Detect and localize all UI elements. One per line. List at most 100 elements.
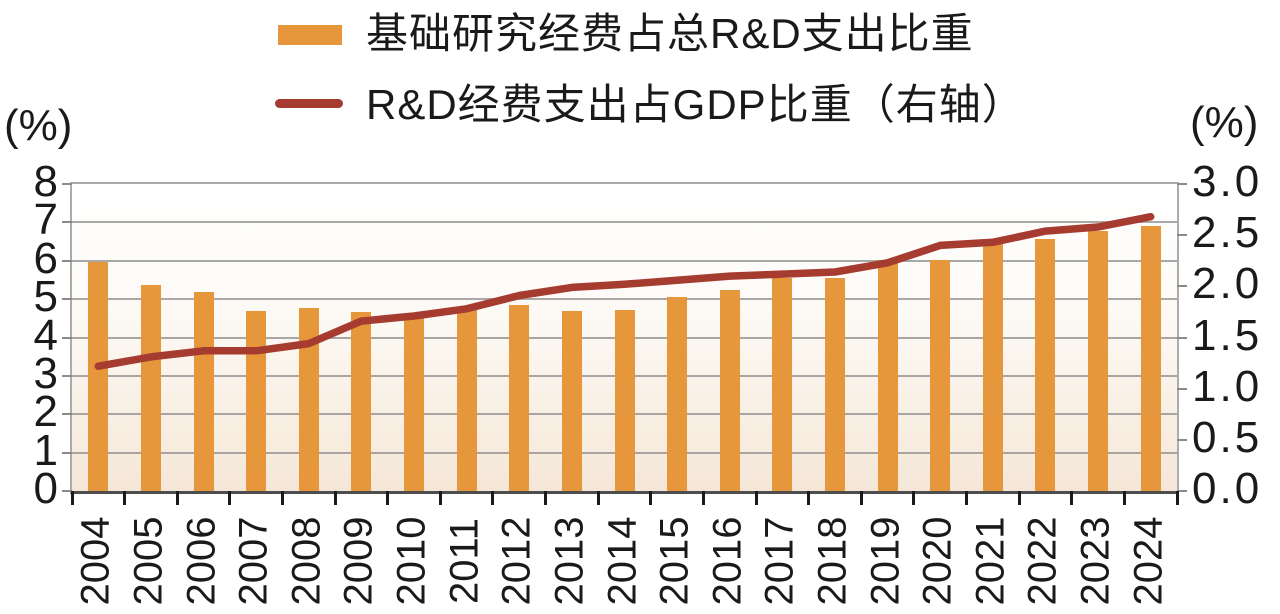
x-axis-label-2014: 2014 — [600, 516, 644, 606]
bar-2006 — [193, 291, 214, 491]
x-axis-label-2009: 2009 — [336, 516, 381, 606]
x-axis-tick-mark — [70, 491, 74, 505]
left-axis-tick-mark-1 — [62, 451, 72, 454]
bar-2008 — [298, 307, 319, 491]
right-axis-tick-label-0.5: 0.5 — [1192, 412, 1263, 462]
right-axis-tick-label-1.5: 1.5 — [1192, 310, 1263, 360]
x-axis-label-2018: 2018 — [810, 516, 855, 606]
bar-2015 — [667, 297, 688, 491]
x-axis-tick-mark — [491, 491, 495, 505]
bar-2014 — [614, 310, 635, 491]
x-axis-tick-mark — [1070, 491, 1074, 505]
x-axis-label-2011: 2011 — [442, 517, 487, 605]
x-axis-tick-mark — [859, 491, 863, 505]
x-axis-tick-mark — [544, 491, 548, 505]
x-axis-label-2008: 2008 — [284, 516, 329, 606]
left-axis-tick-mark-7 — [62, 221, 72, 224]
left-axis-tick-label-8: 8 — [33, 157, 58, 206]
x-axis-label-2017: 2017 — [757, 516, 802, 606]
x-axis-tick-mark — [333, 491, 337, 505]
x-axis-label-2024: 2024 — [1126, 516, 1171, 606]
x-axis-label-2016: 2016 — [705, 516, 750, 606]
bar-2016 — [719, 289, 740, 491]
plot-area — [62, 182, 1187, 505]
x-axis-tick-mark — [701, 491, 705, 505]
bar-2017 — [772, 278, 793, 491]
bar-2021 — [982, 241, 1003, 491]
left-axis-tick-label-2: 2 — [33, 387, 58, 437]
x-axis-tick-mark — [912, 491, 916, 505]
right-axis-tick-mark-3.0 — [1177, 183, 1187, 185]
trend-line-path — [94, 212, 1155, 370]
x-axis-tick-mark — [596, 491, 600, 505]
x-axis-label-2012: 2012 — [494, 516, 539, 606]
x-axis-tick-mark — [1175, 491, 1179, 505]
x-axis-tick-mark — [123, 491, 127, 505]
x-axis-tick-mark — [754, 491, 758, 505]
right-axis-tick-label-2.0: 2.0 — [1192, 259, 1263, 309]
x-axis-label-2019: 2019 — [863, 516, 908, 606]
left-axis-tick-label-0: 0 — [33, 464, 58, 513]
legend-label-line: R&D经费支出占GDP比重（右轴） — [366, 81, 1025, 128]
x-axis-label-2021: 2021 — [968, 516, 1013, 606]
left-axis-tick-mark-8 — [62, 183, 72, 185]
left-axis-tick-mark-2 — [62, 413, 72, 416]
x-axis-tick-mark — [649, 491, 653, 505]
right-axis-tick-mark-0.0 — [1177, 490, 1187, 492]
x-axis-tick-mark — [1122, 491, 1126, 505]
gridline-5 — [72, 298, 1177, 301]
left-axis-unit-label: (%) — [4, 101, 73, 150]
left-axis-tick-label-7: 7 — [33, 195, 58, 245]
left-axis-tick-mark-5 — [62, 298, 72, 301]
gridline-6 — [72, 259, 1177, 262]
bar-2013 — [561, 311, 582, 491]
right-axis-tick-mark-2.0 — [1177, 285, 1187, 288]
bar-2018 — [824, 278, 845, 491]
left-axis-tick-label-4: 4 — [33, 310, 58, 360]
x-axis-label-2020: 2020 — [915, 516, 960, 606]
x-axis-label-2007: 2007 — [231, 516, 276, 606]
bar-2023 — [1088, 231, 1109, 491]
bar-2024 — [1140, 225, 1161, 491]
legend-bar-swatch — [278, 25, 342, 45]
legend-label-bars: 基础研究经费占总R&D支出比重 — [366, 10, 974, 57]
left-axis-tick-label-6: 6 — [33, 233, 58, 283]
x-axis-tick-mark — [965, 491, 969, 505]
left-axis-tick-mark-3 — [62, 374, 72, 377]
x-axis-label-2010: 2010 — [389, 516, 434, 606]
right-axis-tick-label-3.0: 3.0 — [1192, 157, 1263, 206]
x-axis-tick-mark — [807, 491, 811, 505]
right-axis-tick-mark-0.5 — [1177, 438, 1187, 441]
left-axis-tick-mark-0 — [62, 490, 72, 492]
x-axis-tick-mark — [1017, 491, 1021, 505]
x-axis-tick-mark — [228, 491, 232, 505]
x-axis-label-2023: 2023 — [1073, 516, 1118, 606]
x-axis-tick-mark — [280, 491, 284, 505]
bar-2009 — [351, 312, 372, 491]
right-axis-tick-label-2.5: 2.5 — [1192, 208, 1263, 258]
bar-2020 — [930, 260, 951, 491]
legend-line-swatch — [275, 99, 343, 108]
left-axis-tick-label-5: 5 — [33, 272, 58, 322]
bar-2012 — [509, 305, 530, 491]
left-axis-tick-mark-4 — [62, 336, 72, 339]
bar-2005 — [140, 285, 161, 491]
bar-2007 — [246, 310, 267, 491]
x-axis-label-2015: 2015 — [652, 516, 697, 606]
x-axis-label-2004: 2004 — [73, 516, 118, 606]
left-axis-tick-label-1: 1 — [33, 425, 58, 475]
gridline-7 — [72, 221, 1177, 224]
left-axis-tick-label-3: 3 — [33, 348, 58, 398]
bar-2004 — [88, 262, 109, 491]
right-axis-unit-label: (%) — [1190, 98, 1259, 147]
right-axis-tick-label-1.0: 1.0 — [1192, 361, 1263, 411]
rd-gdp-trend-line — [94, 212, 1155, 370]
bar-2010 — [404, 314, 425, 491]
x-axis-tick-mark — [438, 491, 442, 505]
x-axis-tick-mark — [386, 491, 390, 505]
x-axis-label-2005: 2005 — [126, 516, 171, 606]
right-axis-tick-mark-2.5 — [1177, 234, 1187, 237]
right-axis-tick-mark-1.5 — [1177, 336, 1187, 339]
x-axis-tick-mark — [175, 491, 179, 505]
